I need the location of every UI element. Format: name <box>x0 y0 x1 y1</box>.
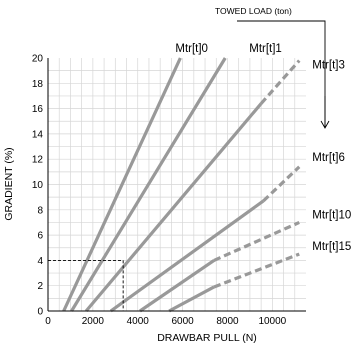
series-line-extrapolated <box>213 220 300 262</box>
y-tick-label: 6 <box>37 231 43 242</box>
y-tick-label: 18 <box>32 79 44 90</box>
series-line-extrapolated <box>262 165 301 203</box>
y-tick-label: 14 <box>32 129 44 140</box>
series-label: Mtr[t]10 <box>312 209 351 221</box>
y-tick-label: 20 <box>32 54 44 65</box>
x-tick-label: 10000 <box>258 316 286 327</box>
y-tick-label: 0 <box>37 307 43 318</box>
y-axis-title: GRADIENT (%) <box>3 147 15 220</box>
y-tick-label: 4 <box>37 256 43 267</box>
x-tick-label: 8000 <box>216 316 239 327</box>
series-label: Mtr[t]0 <box>175 43 208 55</box>
series-line <box>109 199 265 313</box>
x-axis-title: DRAWBAR PULL (N) <box>157 332 257 344</box>
series-line <box>139 259 215 313</box>
series-line <box>62 57 182 312</box>
legend-title: TOWED LOAD (ton) <box>215 6 292 16</box>
x-tick-label: 0 <box>45 316 51 327</box>
axes <box>47 58 306 312</box>
y-tick-label: 10 <box>32 180 44 191</box>
legend-bracket <box>237 20 326 128</box>
y-tick-label: 16 <box>32 104 44 115</box>
tick-labels: 0 2000 4000 6000 8000 10000 0 2 4 6 8 10 12 14 16 18 20 <box>32 54 287 328</box>
reference-lines <box>48 259 124 311</box>
x-tick-label: 2000 <box>82 316 105 327</box>
series-lines <box>62 57 301 313</box>
series-label: Mtr[t]6 <box>312 152 345 164</box>
y-tick-label: 12 <box>32 155 44 166</box>
series-line-extrapolated <box>213 252 300 289</box>
x-tick-label: 4000 <box>127 316 150 327</box>
series-line-extrapolated <box>259 59 301 105</box>
x-tick-label: 6000 <box>171 316 194 327</box>
series-label: Mtr[t]15 <box>312 241 351 253</box>
y-tick-label: 8 <box>37 205 43 216</box>
towed-load-legend: TOWED LOAD (ton) <box>215 6 330 129</box>
legend-arrow-head <box>320 120 330 129</box>
series-line <box>168 285 215 313</box>
series-line <box>70 57 227 312</box>
y-tick-label: 2 <box>37 281 43 292</box>
series-label: Mtr[t]1 <box>249 43 282 55</box>
series-label: Mtr[t]3 <box>312 60 345 72</box>
grid <box>48 58 306 311</box>
series-line <box>84 102 263 313</box>
series-labels: Mtr[t]0 Mtr[t]1 Mtr[t]3 Mtr[t]6 Mtr[t]10 Mtr[… <box>175 43 351 253</box>
